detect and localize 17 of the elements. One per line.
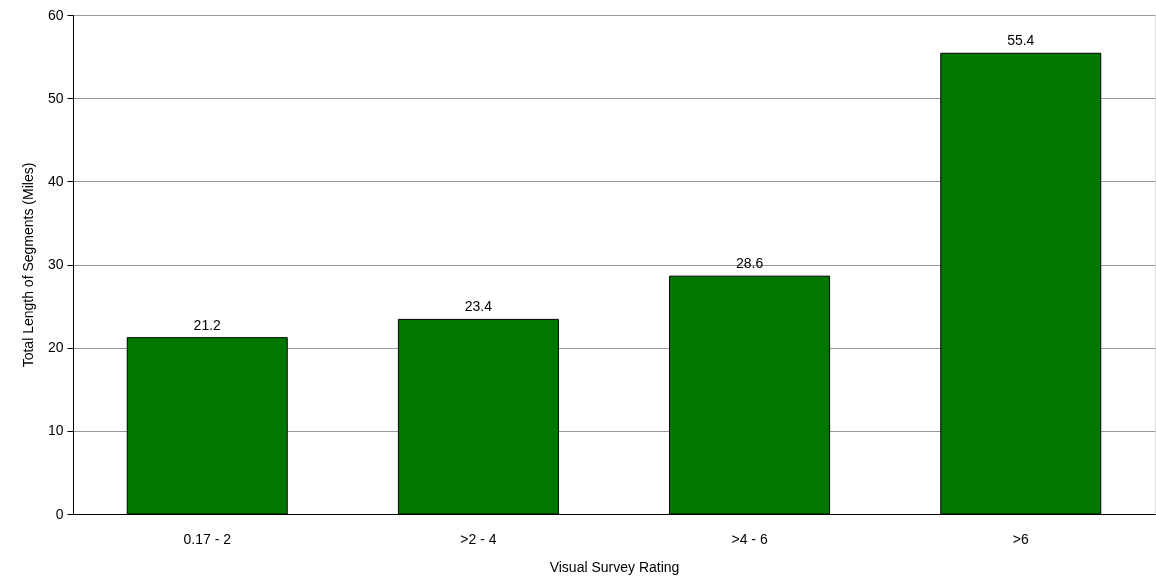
y-tick-label: 0 xyxy=(55,505,64,522)
y-axis-title: Total Length of Segments (Miles) xyxy=(19,162,36,368)
x-tick-label: >6 xyxy=(1012,530,1029,547)
data-label: 28.6 xyxy=(735,255,764,272)
data-label: 21.2 xyxy=(193,316,222,333)
x-tick-label: >2 - 4 xyxy=(460,530,497,547)
x-axis-title: Visual Survey Rating xyxy=(549,558,680,575)
y-tick-label: 30 xyxy=(47,256,64,272)
data-label: 23.4 xyxy=(464,298,493,315)
y-tick-label: 60 xyxy=(47,6,64,23)
x-tick-label: 0.17 - 2 xyxy=(183,530,232,547)
y-tick-label: 50 xyxy=(47,89,64,106)
y-tick-label: 10 xyxy=(47,422,64,439)
y-tick-label: 20 xyxy=(47,339,64,356)
data-label: 55.4 xyxy=(1007,32,1035,49)
y-tick-label: 40 xyxy=(47,172,64,189)
x-tick-label: >4 - 6 xyxy=(731,530,768,547)
